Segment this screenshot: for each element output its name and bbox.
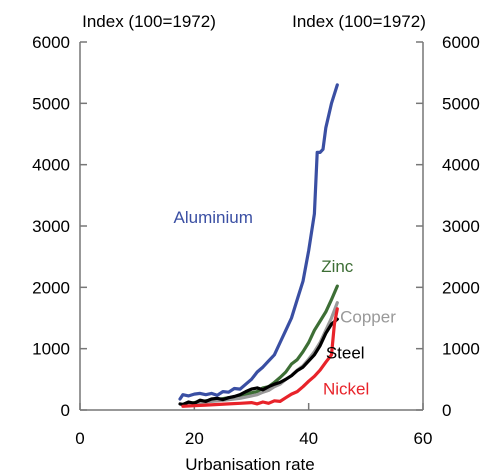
x-tick-label: 40 (299, 429, 318, 448)
series-line-nickel (181, 307, 339, 408)
x-axis-title: Urbanisation rate (185, 455, 314, 474)
left-y-tick-label: 3000 (32, 217, 70, 236)
series-line-steel (178, 317, 339, 407)
right-y-tick-label: 2000 (442, 278, 480, 297)
series-lines (178, 83, 339, 408)
x-tick-label: 20 (185, 429, 204, 448)
left-y-tick-label: 2000 (32, 278, 70, 297)
left-y-tick-label: 6000 (32, 33, 70, 52)
series-label-copper: Copper (340, 307, 396, 326)
left-y-tick-label: 5000 (32, 94, 70, 113)
series-label-aluminium: Aluminium (174, 208, 253, 227)
right-y-tick-label: 5000 (442, 94, 480, 113)
series-label-zinc: Zinc (321, 257, 354, 276)
series-line-aluminium (178, 83, 339, 401)
x-tick-label: 60 (414, 429, 433, 448)
left-y-tick-label: 1000 (32, 340, 70, 359)
right-y-tick-label: 4000 (442, 156, 480, 175)
right-y-tick-label: 6000 (442, 33, 480, 52)
right-y-tick-label: 3000 (442, 217, 480, 236)
left-y-tick-label: 4000 (32, 156, 70, 175)
left-y-axis-title: Index (100=1972) (82, 12, 216, 31)
series-label-nickel: Nickel (323, 380, 369, 399)
series-label-steel: Steel (326, 343, 365, 362)
right-y-axis-title: Index (100=1972) (292, 12, 426, 31)
right-y-tick-label: 1000 (442, 340, 480, 359)
x-tick-label: 0 (75, 429, 84, 448)
right-y-tick-label: 0 (442, 401, 451, 420)
left-y-tick-label: 0 (61, 401, 70, 420)
series-labels: Aluminium Zinc Copper Steel Nickel (174, 208, 397, 399)
